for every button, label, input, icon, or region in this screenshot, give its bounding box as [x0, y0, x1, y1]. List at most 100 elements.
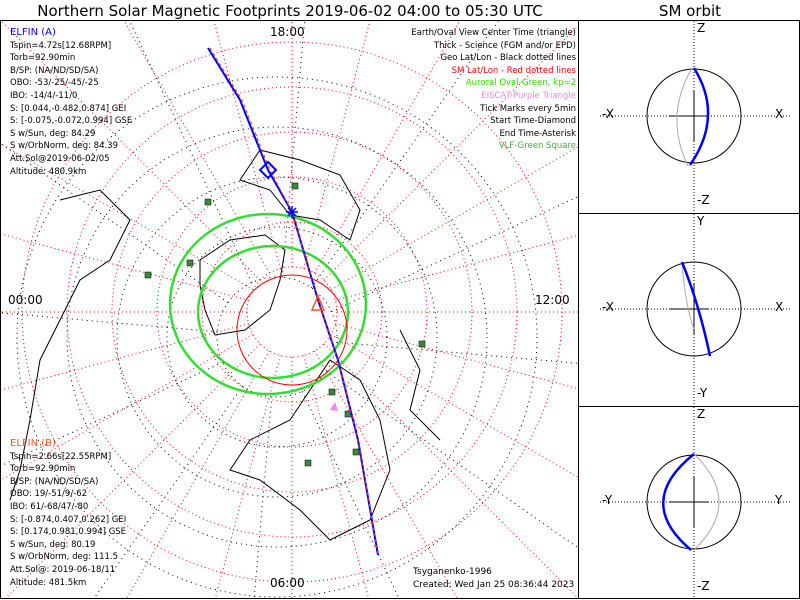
- sm-longitude-line: [335, 323, 579, 390]
- geo-longitude-line: [129, 20, 253, 283]
- vlf-station-square: [186, 259, 194, 267]
- info-line: Att.Sol@2019-06-02/05: [10, 153, 110, 164]
- sm-longitude-line: [335, 234, 579, 301]
- sm-longitude-line: [330, 146, 579, 290]
- orbit-track: [662, 453, 695, 551]
- info-line: B/SP: (NA/ND/SD/SA): [10, 65, 99, 76]
- coastline-pacific: [399, 329, 441, 441]
- mlt-label-00: 00:00: [8, 293, 43, 307]
- info-line: OBO: 19/-51/9/-62: [10, 489, 88, 500]
- vlf-station-square: [204, 198, 212, 206]
- elfin-b-name: ELFIN (B): [10, 438, 56, 449]
- orbit-axis-label-top: Z: [697, 21, 706, 35]
- coastline-asia: [239, 149, 361, 241]
- orbit-axis-label-top: Y: [697, 214, 705, 228]
- legend-item: Start Time-Diamond: [490, 116, 576, 127]
- sm-longitude-line: [213, 20, 281, 269]
- sm-longitude-line: [303, 355, 370, 599]
- geo-longitude-line: [281, 20, 306, 278]
- start-diamond: [258, 160, 278, 180]
- info-line: Altitude: 481.5km: [10, 577, 87, 588]
- orbit-track: [680, 261, 712, 357]
- geo-longitude-line: [301, 391, 400, 599]
- legend-item: Tick Marks every 5min: [480, 103, 576, 114]
- mlt-label-06: 06:00: [270, 576, 305, 590]
- geo-longitude-line: [0, 143, 229, 303]
- mlt-label-12: 12:00: [535, 293, 570, 307]
- info-line: S w/OrbNorm, deg: 84.39: [10, 141, 119, 152]
- sm-longitude-line: [330, 334, 579, 478]
- earth-circle: [646, 261, 742, 357]
- info-line: S: [-0.874,0.407,0.262] GEI: [10, 514, 127, 525]
- vlf-station-square: [418, 340, 426, 348]
- geo-longitude-line: [0, 361, 223, 467]
- sm-latitude-circle: [156, 176, 428, 448]
- geo-latitude-circle: [166, 226, 388, 448]
- info-line: Altitude: 480.9km: [10, 166, 87, 177]
- coastline-europe: [9, 189, 131, 501]
- end-asterisk: [286, 206, 298, 218]
- orbit-hidden: [676, 67, 693, 167]
- orbit-axis-label-right: X: [775, 300, 784, 314]
- geo-longitude-line: [253, 396, 273, 599]
- sm-longitude-line: [126, 350, 270, 599]
- info-line: OBO: -53/-25/-45/-25: [10, 78, 99, 89]
- vlf-station-square: [144, 271, 152, 279]
- geo-longitude-line: [331, 196, 579, 313]
- coastline-greenland: [199, 234, 286, 336]
- legend-item: End Time-Asterisk: [499, 128, 576, 139]
- vlf-station-square: [352, 448, 360, 456]
- geo-longitude-line: [325, 371, 579, 549]
- mlt-label-18: 18:00: [270, 25, 305, 39]
- view-center-triangle: [310, 294, 326, 311]
- info-line: Att.Sol@: 2019-06-18/11: [10, 564, 116, 575]
- sm-longitude-line: [0, 323, 249, 391]
- orbit-axis-label-right: X: [775, 107, 784, 121]
- auroral-oval-inner: [196, 244, 350, 380]
- sm-longitude-line: [123, 20, 270, 274]
- legend-item: EISCAT-Purple Triangle: [481, 90, 576, 101]
- sm-latitude-circle: [246, 266, 338, 358]
- info-line: B/SP: (NA/ND/SD/SA): [10, 476, 99, 487]
- geo-latitude-circle: [66, 126, 488, 548]
- info-line: S: [0.174,0.981,0.994] GSE: [10, 527, 127, 538]
- orbit-axis-label-bottom: -Z: [697, 193, 710, 207]
- eiscat-triangle: [330, 402, 338, 411]
- elfin-a-track: [207, 47, 379, 556]
- info-line: S: [0.044,-0.482,0.874] GEI: [10, 103, 127, 114]
- sm-longitude-line: [314, 20, 461, 274]
- sm-longitude-line: [0, 233, 249, 301]
- elfin-a-name: ELFIN (A): [10, 27, 56, 38]
- orbit-axis-label-right: Y: [775, 493, 783, 507]
- model-credit: Tsyganenko-1996: [413, 567, 492, 577]
- geo-longitude-line: [93, 385, 243, 599]
- sm-longitude-line: [0, 143, 254, 290]
- legend-item: Auroral Oval-Green, kp=2: [465, 78, 576, 89]
- coastline-americas: [229, 359, 391, 541]
- info-line: Torb=92.90min: [10, 53, 76, 64]
- info-line: S w/Sun, deg: 80.19: [10, 539, 96, 550]
- orbit-axis-label-top: Z: [697, 407, 706, 421]
- geo-latitude-circle: [16, 76, 538, 598]
- orbit-axis-label-left: -Y: [602, 493, 613, 507]
- orbit-axis-label-left: -X: [602, 107, 614, 121]
- info-line: S w/OrbNorm, deg: 111.5: [10, 552, 119, 563]
- vlf-station-square: [328, 388, 336, 396]
- orbit-hidden: [693, 453, 720, 551]
- info-line: Tspin=4.72s[12.68RPM]: [10, 40, 112, 51]
- vlf-station-square: [304, 459, 312, 467]
- orbit-hidden: [681, 263, 695, 330]
- legend: Earth/Oval View Center Time (triangle) Th…: [411, 27, 576, 153]
- auroral-oval-outer: [168, 212, 368, 396]
- info-line: S w/Sun, deg: 84.29: [10, 128, 96, 139]
- orbit-axis-label-left: -X: [602, 300, 614, 314]
- info-line: IBO: 61/-68/47/-80: [10, 501, 89, 512]
- legend-item: Geo Lat/Lon - Black dotted lines: [440, 53, 576, 64]
- sm-longitude-line: [314, 350, 458, 599]
- geo-longitude-line: [0, 312, 218, 333]
- elfin-b-track: [209, 47, 379, 556]
- elfin-a-info: ELFIN (A) Tspin=4.72s[12.68RPM] Torb=92.9…: [10, 27, 132, 178]
- legend-item: SM Lat/Lon - Red dotted lines: [451, 65, 576, 76]
